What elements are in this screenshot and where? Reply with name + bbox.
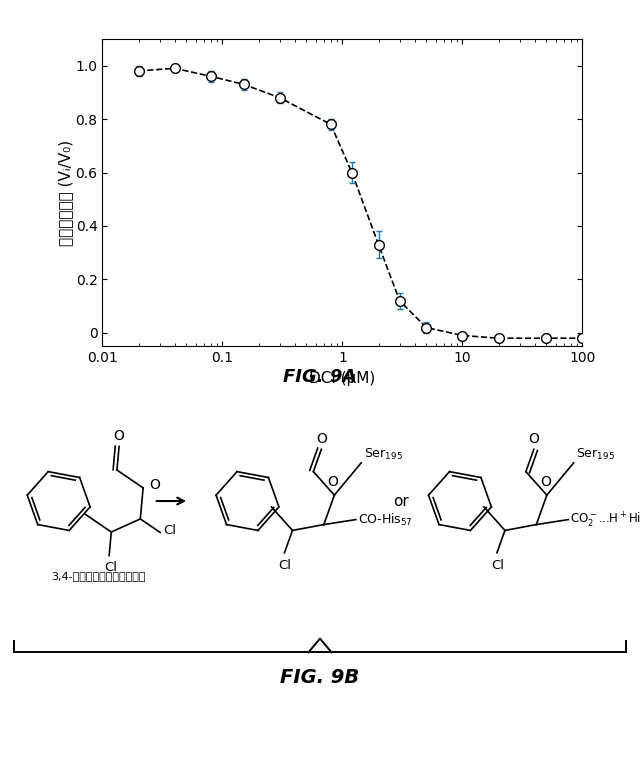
X-axis label: DCI (μM): DCI (μM) bbox=[309, 370, 376, 386]
Text: CO-His$_{57}$: CO-His$_{57}$ bbox=[358, 511, 412, 527]
Text: Cl: Cl bbox=[163, 524, 176, 537]
Y-axis label: へプシン活性 (Vᵢ/V₀): へプシン活性 (Vᵢ/V₀) bbox=[58, 139, 73, 246]
Text: Cl: Cl bbox=[104, 561, 117, 573]
Text: O: O bbox=[316, 432, 327, 446]
Text: Cl: Cl bbox=[491, 559, 504, 572]
Text: Cl: Cl bbox=[278, 559, 292, 572]
Text: O: O bbox=[114, 429, 125, 443]
Text: or: or bbox=[394, 493, 409, 509]
Text: CO$_2^-$...H$^+$His$_{57}$: CO$_2^-$...H$^+$His$_{57}$ bbox=[570, 510, 640, 529]
Text: FIG. 9B: FIG. 9B bbox=[280, 668, 360, 688]
Text: Ser$_{195}$: Ser$_{195}$ bbox=[364, 447, 403, 461]
Text: FIG. 9A: FIG. 9A bbox=[284, 368, 356, 386]
Text: O: O bbox=[529, 432, 540, 446]
Text: 3,4-ジクロローイソクマリン: 3,4-ジクロローイソクマリン bbox=[51, 571, 146, 580]
Text: O: O bbox=[540, 475, 551, 489]
Text: Ser$_{195}$: Ser$_{195}$ bbox=[576, 447, 615, 461]
Text: O: O bbox=[328, 475, 339, 489]
Text: O: O bbox=[150, 478, 161, 492]
